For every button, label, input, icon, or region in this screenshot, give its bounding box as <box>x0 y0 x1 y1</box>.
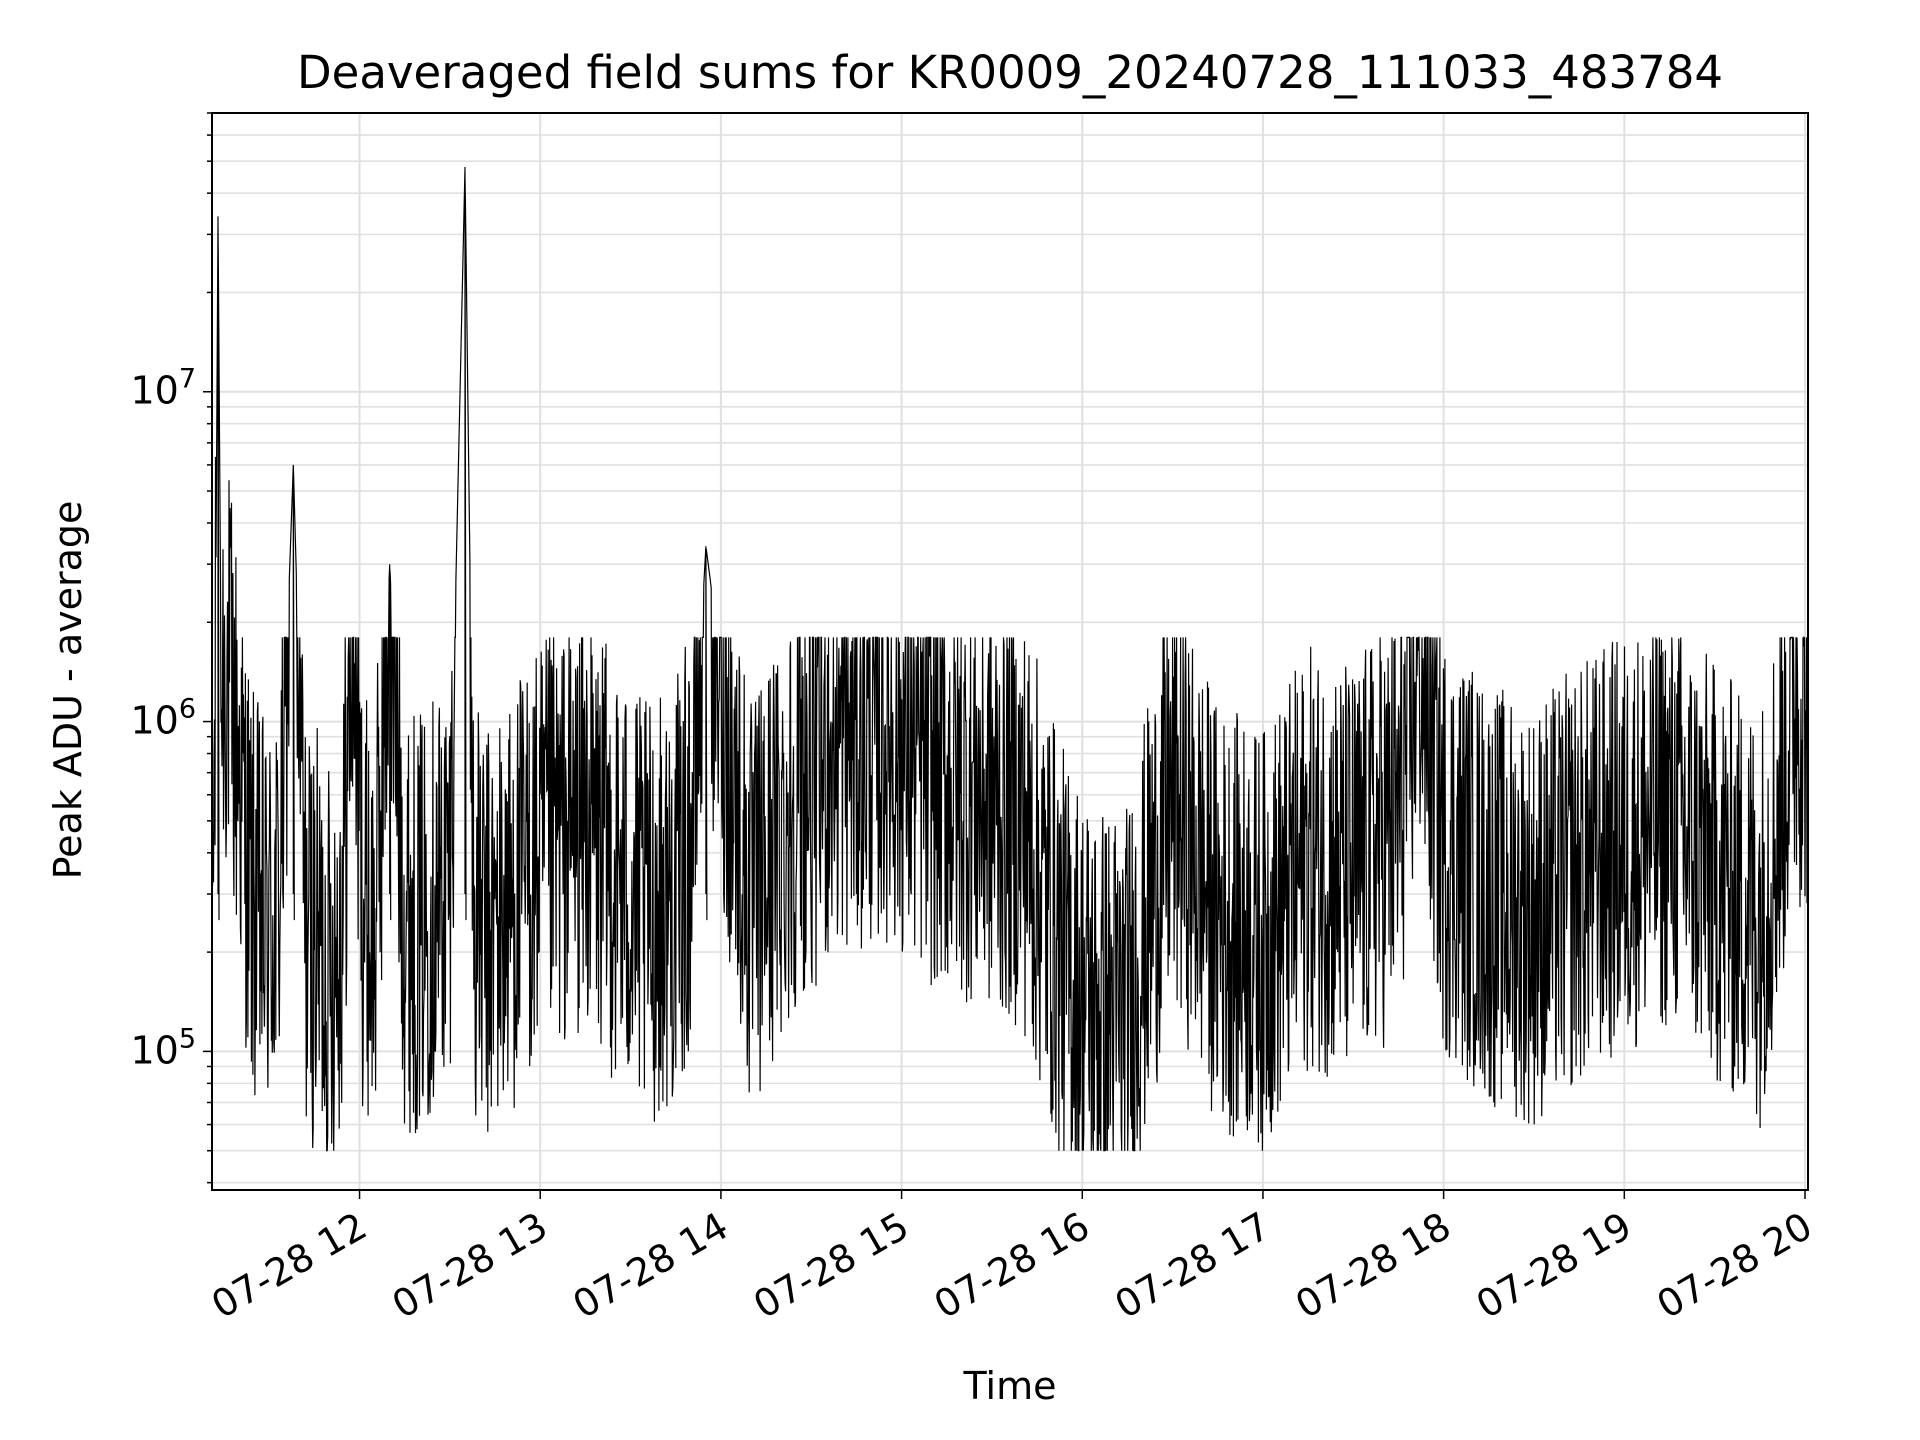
x-tick-label: 07-28 18 <box>1288 1204 1458 1328</box>
x-tick-label: 07-28 16 <box>927 1204 1097 1328</box>
x-axis-ticks: 07-28 12 07-28 13 07-28 14 07-28 15 07-28 16… <box>204 1190 1819 1327</box>
y-tick-label: 105 <box>130 1023 196 1072</box>
x-tick-label: 07-28 19 <box>1469 1204 1639 1328</box>
x-tick-label: 07-28 20 <box>1650 1204 1820 1328</box>
plot-frame <box>211 112 1809 1191</box>
x-axis-label: Time <box>963 1364 1057 1408</box>
x-tick-label: 07-28 12 <box>204 1204 374 1328</box>
series-line <box>211 166 1809 1152</box>
x-tick-label: 07-28 14 <box>565 1204 735 1328</box>
x-tick-label: 07-28 15 <box>746 1204 916 1328</box>
y-axis-label: Peak ADU - average <box>46 500 90 880</box>
x-tick-label: 07-28 17 <box>1107 1204 1277 1328</box>
y-tick-label: 107 <box>130 364 196 413</box>
y-tick-label: 106 <box>130 694 196 743</box>
chart-title: Deaveraged field sums for KR0009_2024072… <box>297 46 1723 99</box>
y-axis-ticks: 105 106 107 <box>130 112 212 1184</box>
x-tick-label: 07-28 13 <box>385 1204 555 1328</box>
